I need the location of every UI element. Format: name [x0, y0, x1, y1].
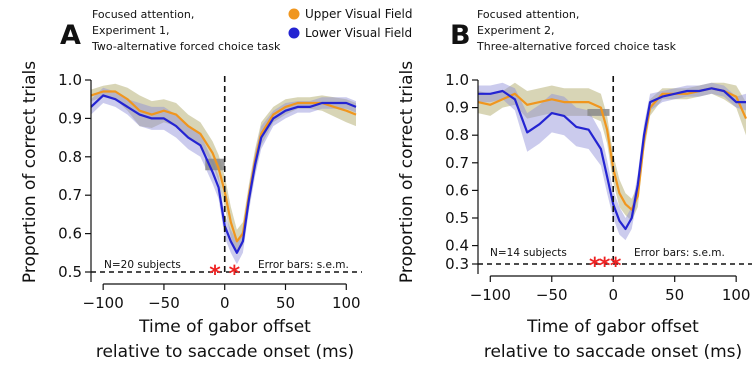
x-tick-label: −100	[470, 286, 511, 304]
x-axis-label-line-1: Time of gabor offset	[526, 317, 699, 337]
x-axis-label-line-2: relative to saccade onset (ms)	[484, 342, 742, 362]
y-tick-label: 1.0	[445, 71, 469, 89]
significance-star: *	[229, 262, 241, 287]
x-tick-label: 100	[722, 286, 751, 304]
legend: Upper Visual Field Lower Visual Field	[288, 7, 412, 40]
y-axis-label: Proportion of correct trials	[397, 61, 417, 283]
x-tick-label: −50	[148, 294, 180, 312]
y-tick-label: 0.5	[58, 263, 82, 281]
x-tick-label: 50	[665, 286, 684, 304]
x-tick-label: 50	[276, 294, 295, 312]
y-tick-label: 0.6	[58, 225, 82, 243]
y-tick-label: 1.0	[58, 71, 82, 89]
x-tick-label: 100	[332, 294, 361, 312]
panel-letter: B	[450, 20, 471, 51]
legend-lower-label: Lower Visual Field	[305, 26, 412, 40]
subjects-annotation: N=14 subjects	[490, 247, 567, 259]
y-tick-label: 0.9	[58, 109, 82, 127]
gray-box	[205, 158, 225, 171]
panel-title-line-3: Three-alternative forced choice task	[476, 40, 677, 53]
panel-title-line-1: Focused attention,	[92, 8, 194, 21]
x-axis-label-line-1: Time of gabor offset	[138, 317, 311, 337]
y-tick-label: 0.7	[445, 154, 469, 172]
significance-star: *	[599, 254, 611, 279]
x-tick-label: −50	[536, 286, 568, 304]
legend-upper-swatch	[288, 8, 300, 20]
y-tick-label: 0.5	[445, 209, 469, 227]
x-tick-label: −100	[83, 294, 124, 312]
y-tick-label: 0.4	[445, 237, 469, 255]
legend-upper-label: Upper Visual Field	[305, 7, 412, 21]
error-bars-annotation: Error bars: s.e.m.	[258, 259, 349, 271]
y-tick-label: 0.3	[445, 255, 469, 273]
x-axis-label-line-2: relative to saccade onset (ms)	[96, 342, 354, 362]
y-tick-label: 0.8	[445, 126, 469, 144]
gray-box	[587, 108, 610, 116]
error-band-lower	[478, 82, 746, 241]
y-tick-label: 0.6	[445, 181, 469, 199]
plot-area: 0.5 0.6 0.7 0.8 0.9 1.0 −100 −50 0 50 100 * *	[58, 71, 362, 312]
x-tick-label: 0	[220, 294, 230, 312]
y-axis-label: Proportion of correct trials	[20, 61, 40, 283]
x-tick-label: 0	[608, 286, 618, 304]
legend-lower-swatch	[288, 27, 300, 39]
error-band-upper	[478, 82, 746, 221]
significance-star: *	[610, 254, 622, 279]
panel-b: 0.30.40.50.60.70.80.91.0−100 −50 0 50 100** *…	[397, 8, 752, 362]
panel-title-line-3: Two-alternative forced choice task	[91, 40, 281, 53]
y-tick-label: 0.8	[58, 148, 82, 166]
significance-star: *	[589, 254, 601, 279]
panel-a: 0.5 0.6 0.7 0.8 0.9 1.0 −100 −50 0 50 100 * * A Focu…	[20, 8, 362, 362]
series-line-upper	[90, 90, 357, 243]
subjects-annotation: N=20 subjects	[104, 259, 181, 271]
series-line-lower	[478, 87, 746, 231]
y-tick-label: 0.9	[445, 99, 469, 117]
panel-letter: A	[60, 20, 81, 51]
y-tick-label: 0.7	[58, 186, 82, 204]
panel-title-line-2: Experiment 2,	[477, 24, 555, 37]
error-bars-annotation: Error bars: s.e.m.	[634, 247, 725, 259]
plot-area: 0.30.40.50.60.70.80.91.0−100 −50 0 50 100** *	[445, 71, 752, 304]
panel-title-line-1: Focused attention,	[477, 8, 579, 21]
series-line-lower	[90, 94, 357, 254]
significance-star: *	[209, 262, 221, 287]
panel-title-line-2: Experiment 1,	[92, 24, 170, 37]
